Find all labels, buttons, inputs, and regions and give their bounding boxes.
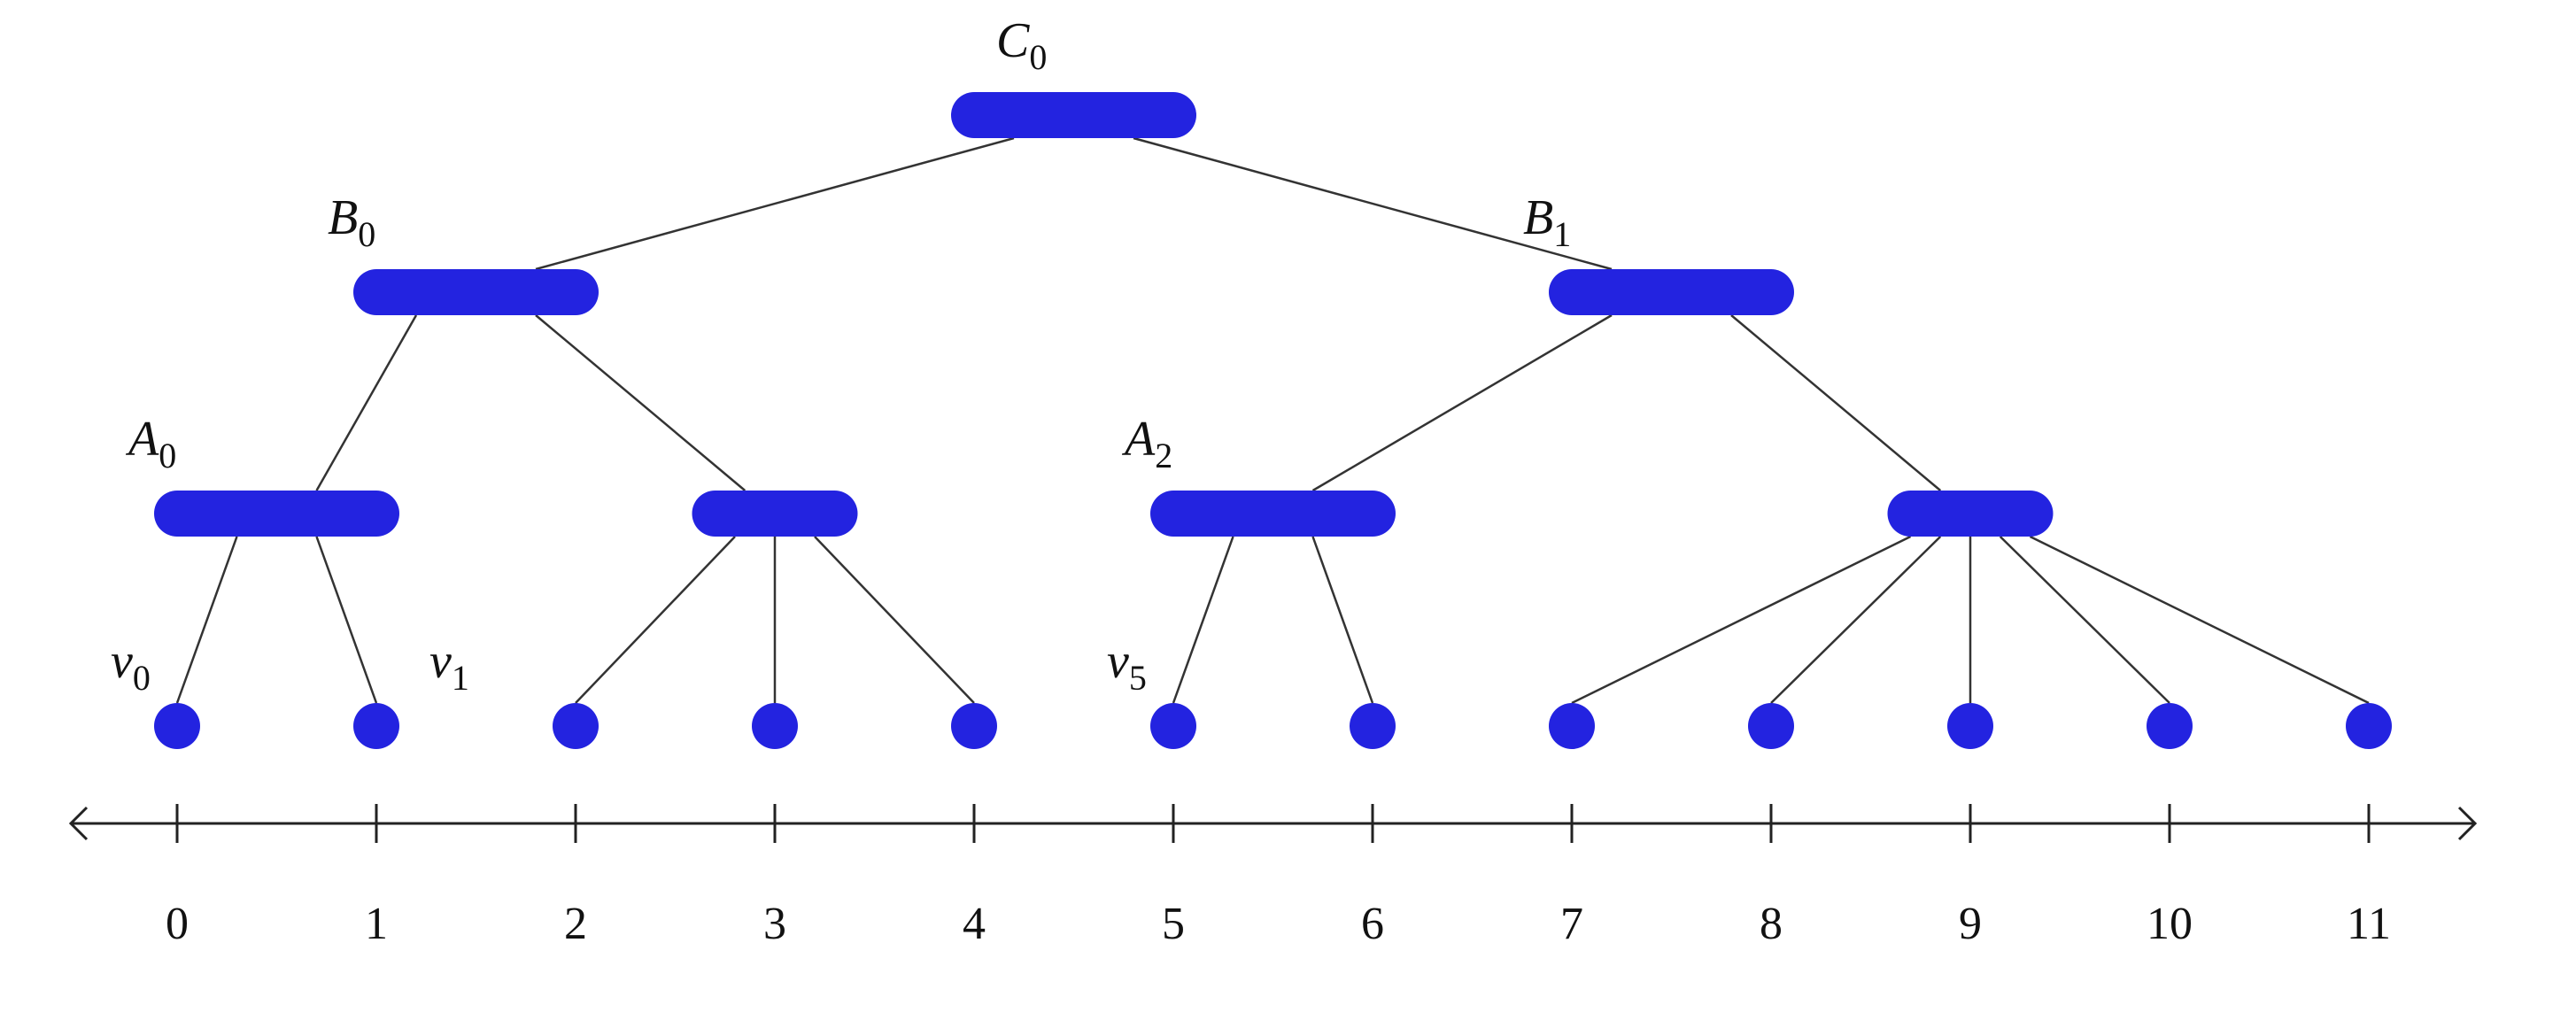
leaf-v7 bbox=[1549, 703, 1595, 749]
edge bbox=[576, 537, 735, 703]
edge bbox=[317, 537, 377, 703]
axis-label-11: 11 bbox=[2347, 899, 2391, 949]
leaf-v1 bbox=[353, 703, 399, 749]
axis-label-1: 1 bbox=[365, 899, 388, 949]
axis-label-5: 5 bbox=[1162, 899, 1185, 949]
node-label-A0: A0 bbox=[125, 412, 176, 475]
axis-label-3: 3 bbox=[763, 899, 786, 949]
edge bbox=[2031, 537, 2370, 703]
edge bbox=[317, 315, 417, 491]
leaf-v5 bbox=[1150, 703, 1196, 749]
edge bbox=[1313, 537, 1373, 703]
edge bbox=[1771, 537, 1940, 703]
axis-label-8: 8 bbox=[1760, 899, 1783, 949]
tree-diagram: A0 A2 B0 B1 C0 v0 v1 v5 0 1 2 3 4 5 6 7 8 9 10 11 bbox=[0, 0, 2576, 1020]
leaf-v3 bbox=[752, 703, 798, 749]
edge bbox=[1173, 537, 1234, 703]
edge bbox=[536, 315, 745, 491]
leaf-v2 bbox=[553, 703, 599, 749]
node-A0 bbox=[154, 491, 399, 537]
leaf-v8 bbox=[1748, 703, 1794, 749]
node-label-A2: A2 bbox=[1121, 412, 1172, 475]
leaf-v0 bbox=[154, 703, 200, 749]
edge bbox=[1731, 315, 1940, 491]
number-line-axis: 0 1 2 3 4 5 6 7 8 9 10 11 bbox=[71, 804, 2475, 949]
node-label-B0: B0 bbox=[328, 190, 375, 254]
edges bbox=[177, 138, 2369, 703]
edge bbox=[815, 537, 974, 703]
node-label-B1: B1 bbox=[1523, 190, 1571, 254]
leaf-label-v1: v1 bbox=[429, 634, 469, 698]
axis-label-2: 2 bbox=[564, 899, 587, 949]
leaf-v11 bbox=[2346, 703, 2392, 749]
internal-nodes: A0 A2 B0 B1 C0 bbox=[125, 13, 2054, 537]
node-A2 bbox=[1150, 491, 1396, 537]
leaf-v4 bbox=[951, 703, 997, 749]
leaf-nodes: v0 v1 v5 bbox=[111, 634, 2392, 749]
leaf-label-v5: v5 bbox=[1107, 634, 1147, 698]
axis-label-10: 10 bbox=[2147, 899, 2193, 949]
axis-label-9: 9 bbox=[1959, 899, 1982, 949]
node-B1 bbox=[1549, 269, 1794, 315]
axis-label-6: 6 bbox=[1361, 899, 1384, 949]
edge bbox=[1313, 315, 1613, 491]
node-A3 bbox=[1888, 491, 2054, 537]
edge bbox=[2000, 537, 2170, 703]
edge bbox=[177, 537, 237, 703]
node-A1 bbox=[692, 491, 858, 537]
leaf-v6 bbox=[1350, 703, 1396, 749]
edge bbox=[1572, 537, 1911, 703]
axis-label-7: 7 bbox=[1560, 899, 1583, 949]
axis-label-0: 0 bbox=[166, 899, 189, 949]
edge bbox=[536, 138, 1014, 269]
leaf-label-v0: v0 bbox=[111, 634, 151, 698]
leaf-v9 bbox=[1947, 703, 1993, 749]
leaf-v10 bbox=[2147, 703, 2193, 749]
node-C0 bbox=[951, 92, 1196, 138]
node-label-C0: C0 bbox=[996, 13, 1047, 77]
axis-label-4: 4 bbox=[963, 899, 986, 949]
node-B0 bbox=[353, 269, 599, 315]
